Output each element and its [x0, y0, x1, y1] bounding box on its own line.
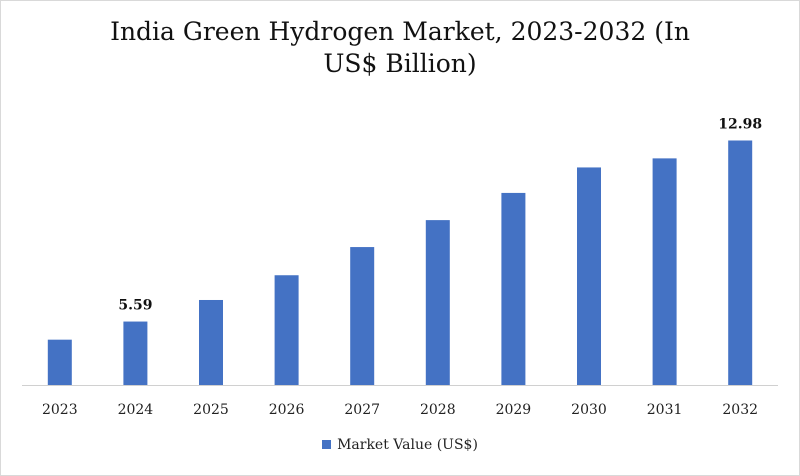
- chart-title-line-1: India Green Hydrogen Market, 2023-2032 (…: [110, 17, 690, 46]
- bar-2029: [501, 192, 526, 385]
- x-tick-label-2026: 2026: [269, 402, 305, 418]
- bar-2025: [199, 299, 223, 385]
- x-tick-label-2024: 2024: [118, 402, 154, 418]
- x-tick-label-2030: 2030: [571, 402, 607, 418]
- x-tick-label-2023: 2023: [42, 402, 78, 418]
- bar-2023: [47, 339, 72, 385]
- x-tick-label-2028: 2028: [420, 402, 456, 418]
- x-tick-label-2031: 2031: [647, 402, 683, 418]
- data-label-2032: 12.98: [718, 116, 762, 132]
- legend-label: Market Value (US$): [337, 437, 478, 453]
- legend: Market Value (US$): [0, 437, 800, 453]
- bar-2027: [350, 247, 375, 385]
- bar-2024: [123, 321, 148, 385]
- chart-title-line-2: US$ Billion): [323, 49, 477, 78]
- x-tick-label-2032: 2032: [722, 402, 758, 418]
- x-tick-label-2025: 2025: [193, 402, 229, 418]
- chart-title: India Green Hydrogen Market, 2023-2032 (…: [0, 16, 800, 80]
- bar-2028: [425, 220, 450, 385]
- x-tick-label-2029: 2029: [496, 402, 532, 418]
- bar-2026: [274, 275, 299, 385]
- x-tick-label-2027: 2027: [344, 402, 380, 418]
- legend-swatch: [322, 440, 332, 449]
- bar-2030: [577, 167, 601, 385]
- bar-2031: [652, 158, 677, 385]
- data-label-2024: 5.59: [118, 298, 152, 314]
- bar-2032: [728, 140, 753, 385]
